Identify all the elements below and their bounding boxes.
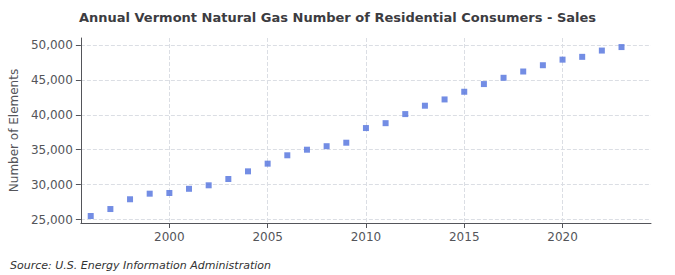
svg-text:40,000: 40,000: [31, 108, 73, 122]
svg-text:50,000: 50,000: [31, 38, 73, 52]
svg-text:45,000: 45,000: [31, 73, 73, 87]
svg-text:2010: 2010: [351, 230, 382, 244]
svg-text:Number of Elements: Number of Elements: [7, 69, 21, 192]
svg-text:2000: 2000: [154, 230, 185, 244]
svg-text:35,000: 35,000: [31, 143, 73, 157]
svg-text:Annual Vermont Natural Gas Num: Annual Vermont Natural Gas Number of Res…: [79, 10, 596, 25]
svg-text:2015: 2015: [449, 230, 480, 244]
svg-text:2005: 2005: [252, 230, 283, 244]
svg-text:2020: 2020: [547, 230, 578, 244]
svg-text:Source: U.S. Energy Informatio: Source: U.S. Energy Information Administ…: [10, 259, 271, 272]
svg-text:30,000: 30,000: [31, 178, 73, 192]
svg-text:25,000: 25,000: [31, 213, 73, 227]
